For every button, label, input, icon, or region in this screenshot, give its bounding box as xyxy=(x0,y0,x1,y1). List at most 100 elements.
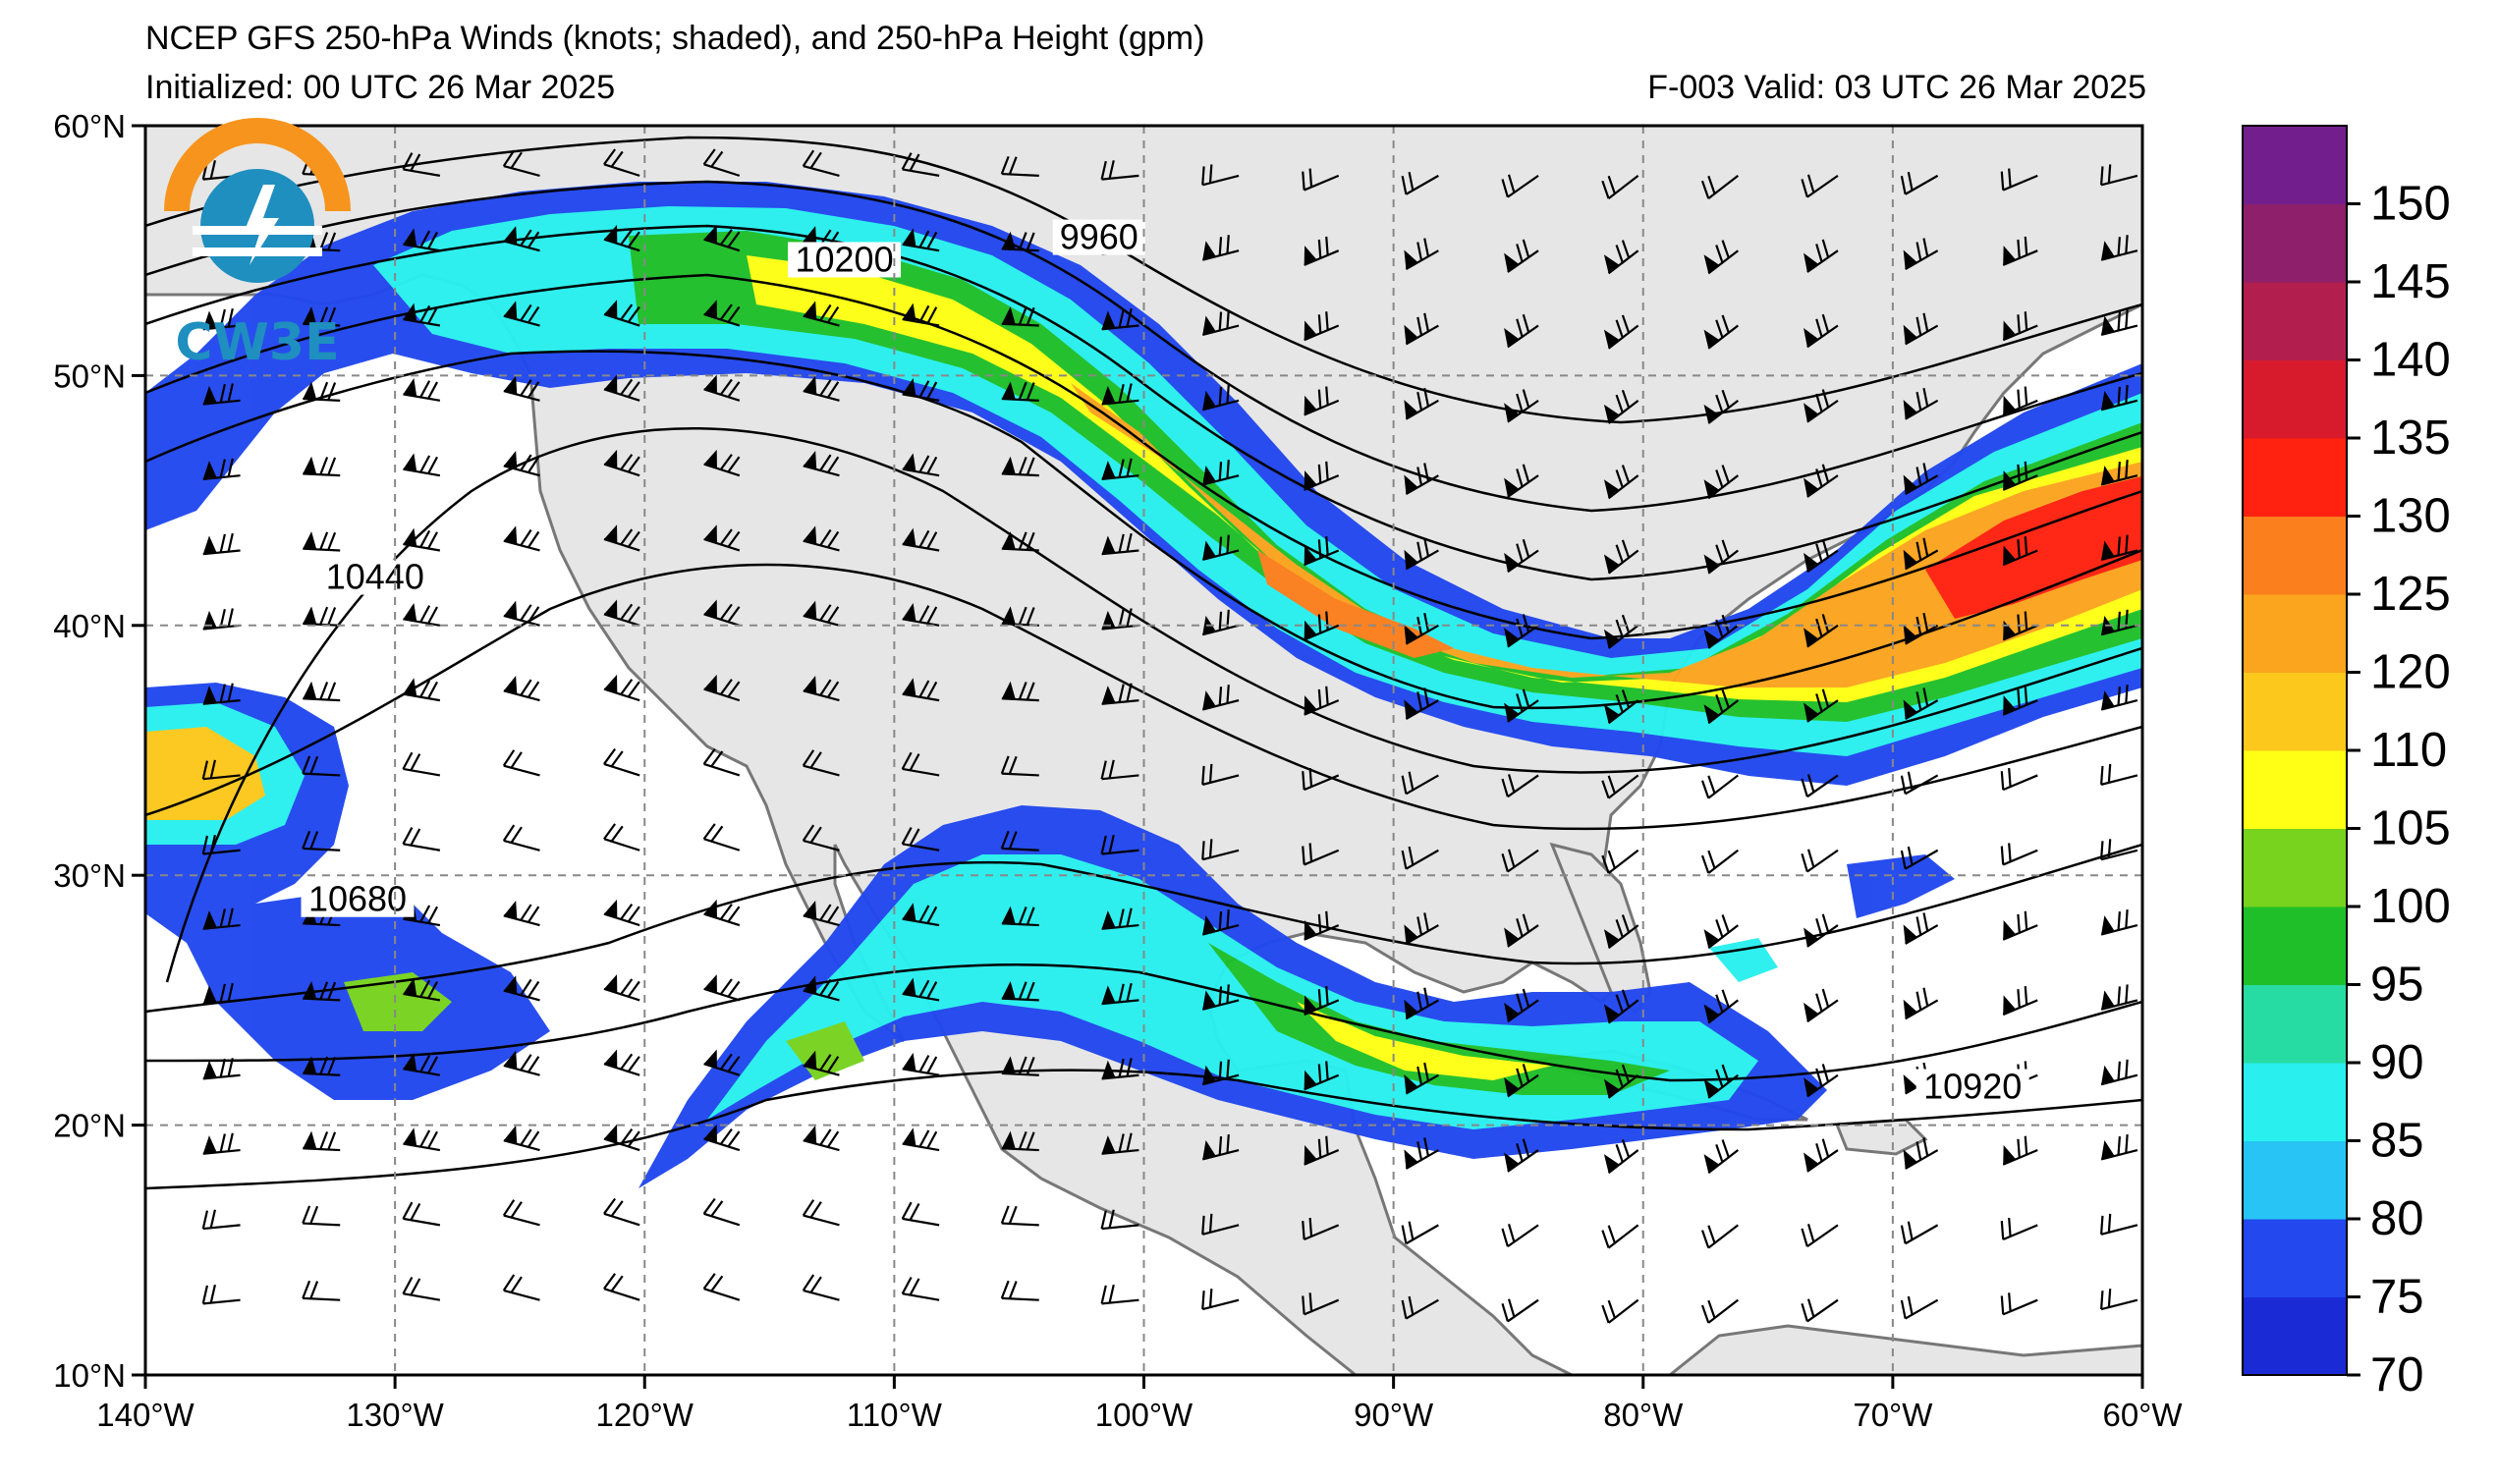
wind-barb xyxy=(603,224,640,252)
wind-barb xyxy=(502,1274,540,1301)
wind-barb xyxy=(302,755,341,777)
lon-tick-label: 130°W xyxy=(346,1397,444,1433)
wind-barb xyxy=(1903,537,1939,571)
wind-barb xyxy=(2100,1059,2138,1086)
wind-barb xyxy=(902,377,940,402)
wind-barb xyxy=(1700,1298,1739,1324)
wind-barb xyxy=(402,1276,441,1301)
wind-barb xyxy=(1903,238,1939,271)
lon-tick-label: 60°W xyxy=(2102,1397,2183,1433)
wind-barb xyxy=(402,152,441,177)
wind-barb xyxy=(503,600,540,627)
wind-barb xyxy=(1603,314,1639,350)
wind-barb xyxy=(1601,1224,1639,1249)
lat-tick-label: 60°N xyxy=(53,108,126,144)
land-south-america xyxy=(1667,1324,2142,1375)
wind-barb xyxy=(402,827,441,852)
wind-barb xyxy=(2100,1289,2138,1311)
contour-label-bg xyxy=(1915,1069,2029,1105)
colorbar-label: 85 xyxy=(2370,1115,2424,1168)
wind-barb xyxy=(902,302,940,327)
map-axes: 140°W 130°W 120°W 110°W 100°W 90°W 80°W 70°W 60°… xyxy=(53,108,2183,1433)
wind-barb xyxy=(1703,914,1739,950)
colorbar-segment xyxy=(2243,359,2347,439)
wind-barb xyxy=(1504,988,1539,1023)
lat-tick-label: 20°N xyxy=(53,1108,126,1144)
wind-barb xyxy=(202,683,241,705)
wind-barb xyxy=(503,1125,540,1152)
wind-barb xyxy=(703,1124,741,1152)
wind-barbs xyxy=(201,148,2138,1324)
wind-barb xyxy=(1900,1295,1939,1320)
wind-barb xyxy=(1001,681,1039,702)
wind-barb xyxy=(503,226,540,252)
wind-barb xyxy=(1001,531,1039,552)
cw3e-logo-icon: CW3E xyxy=(164,118,351,372)
wind-barb xyxy=(503,975,540,1002)
wind-barb xyxy=(803,451,840,477)
wind-barb xyxy=(1101,307,1139,331)
contour-label: 10440 xyxy=(326,557,424,597)
wind-barb xyxy=(1603,689,1639,725)
wind-barb xyxy=(302,1280,341,1301)
wind-barb xyxy=(1900,1221,1939,1245)
contour-line xyxy=(145,224,2142,581)
wind-barb xyxy=(1302,1292,1340,1316)
bahamas-blob xyxy=(1709,938,1778,982)
colorbar-label: 100 xyxy=(2370,880,2451,933)
wind-barb xyxy=(1501,174,1539,198)
atlantic-blob xyxy=(1847,854,1955,918)
wind-barb xyxy=(1304,461,1340,491)
wind-barb xyxy=(202,307,241,331)
wind-barb xyxy=(1401,171,1439,195)
wind-barb xyxy=(1603,539,1639,575)
wind-barb xyxy=(901,152,940,177)
wind-barb xyxy=(603,599,640,627)
jet-north-105 xyxy=(747,255,2142,702)
wind-barb xyxy=(1804,688,1839,723)
wind-barb xyxy=(1101,982,1139,1006)
valid-time-label: F-003 Valid: 03 UTC 26 Mar 2025 xyxy=(1647,69,2146,106)
wind-barb xyxy=(603,899,640,927)
wind-barb xyxy=(902,228,940,252)
colorbar-label: 130 xyxy=(2370,490,2451,543)
wind-barb xyxy=(1404,463,1439,495)
wind-barb xyxy=(1201,1134,1240,1161)
colorbar-segment xyxy=(2243,1063,2347,1141)
subtrop-jet-105 xyxy=(1297,1002,1552,1080)
wind-barb xyxy=(403,527,441,552)
wind-barb xyxy=(603,374,640,402)
wind-barb xyxy=(901,827,940,852)
wind-barb xyxy=(1703,614,1739,649)
wind-barb xyxy=(603,1273,640,1301)
jet-north-130b xyxy=(1257,550,1454,658)
colorbar-label: 110 xyxy=(2370,724,2447,777)
wind-barb xyxy=(703,524,741,552)
wind-barb xyxy=(202,907,241,930)
wind-barb xyxy=(1700,175,1739,199)
contour-line xyxy=(145,843,2142,1014)
wind-barb xyxy=(703,374,741,402)
colorbar-segment xyxy=(2243,984,2347,1064)
wind-barb xyxy=(1501,849,1539,873)
wind-barb xyxy=(1504,313,1539,349)
wind-barb xyxy=(1804,988,1839,1023)
wind-barb xyxy=(1404,687,1439,720)
wind-barb xyxy=(1804,239,1839,273)
contour-line xyxy=(145,563,2142,831)
lat-tick-label: 50°N xyxy=(53,357,126,394)
jet-north-130 xyxy=(1925,476,2142,619)
wind-barb xyxy=(503,1050,540,1076)
wind-barb xyxy=(603,449,640,477)
wind-barb xyxy=(502,824,540,852)
contour-label: 10920 xyxy=(1923,1067,2022,1107)
subtrop-jet-95 xyxy=(1208,943,1670,1095)
wind-barb xyxy=(603,524,640,552)
wind-barb xyxy=(902,1052,940,1076)
wind-barb xyxy=(1100,1284,1139,1305)
wind-barb xyxy=(1603,614,1639,649)
wind-barb xyxy=(1101,907,1139,930)
wind-barb xyxy=(703,599,741,627)
wind-barb xyxy=(2000,843,2038,866)
wind-barb xyxy=(403,1127,441,1152)
